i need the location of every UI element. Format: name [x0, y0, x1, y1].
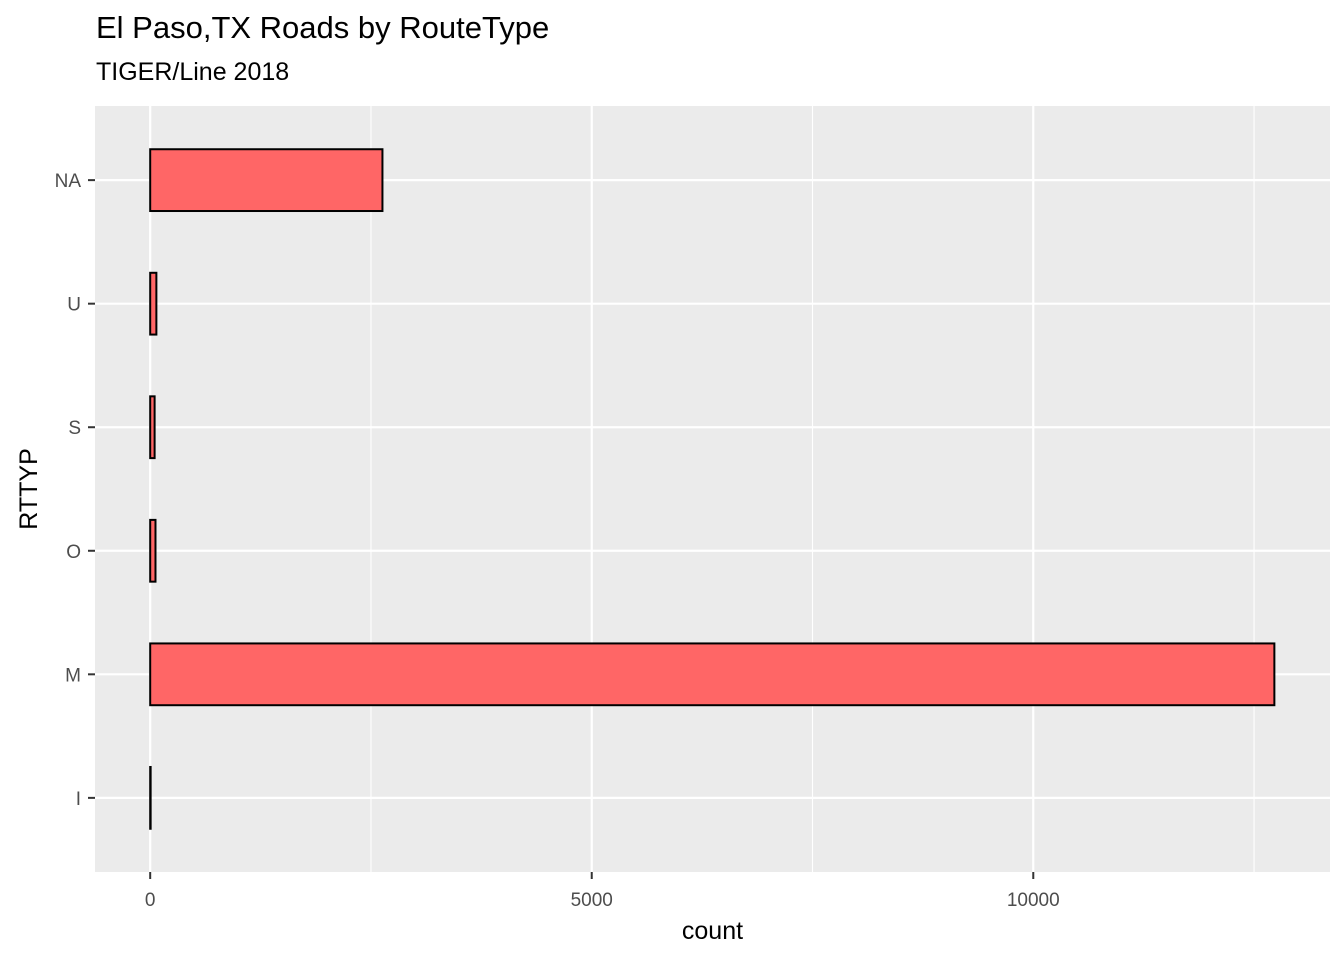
minor-gridlines: [370, 106, 1255, 872]
bar-na: [149, 148, 384, 213]
x-axis-title: count: [682, 917, 743, 945]
y-axis: I M O S U NA: [55, 171, 95, 810]
x-axis: 0 5000 10000: [145, 872, 1060, 911]
y-tick-label: O: [66, 542, 81, 563]
x-tick-label: 0: [145, 890, 156, 911]
chart-title: El Paso,TX Roads by RouteType: [96, 10, 550, 45]
bar-o: [149, 518, 157, 583]
y-tick-label: U: [67, 295, 81, 316]
y-tick-label: I: [76, 789, 81, 810]
bar-m: [149, 642, 1276, 707]
bar-u: [149, 271, 158, 336]
y-axis-title: RTTYP: [15, 448, 43, 530]
y-tick-label: NA: [55, 171, 82, 192]
plot-panel: [95, 106, 1330, 872]
bars: [149, 148, 1276, 830]
y-tick-label: M: [65, 665, 81, 686]
y-tick-label: S: [68, 418, 81, 439]
x-tick-label: 5000: [571, 890, 613, 911]
x-tick-label: 10000: [1007, 890, 1060, 911]
chart-subtitle: TIGER/Line 2018: [96, 58, 290, 86]
bar-s: [149, 395, 156, 460]
